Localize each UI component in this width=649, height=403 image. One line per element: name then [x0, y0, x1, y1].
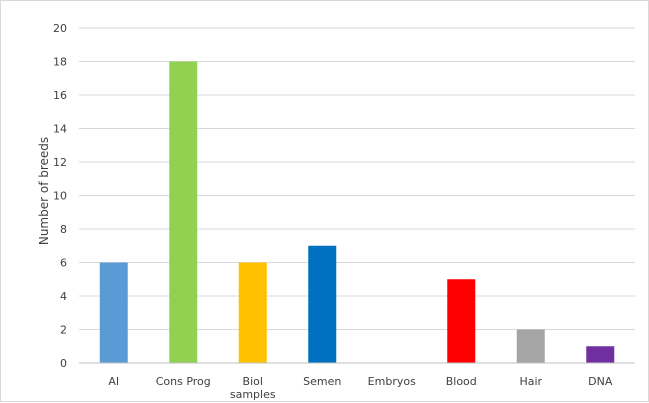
y-tick-label: 0: [60, 357, 67, 370]
x-tick-label: Hair: [519, 375, 542, 388]
y-tick-label: 10: [53, 190, 67, 203]
y-tick-label: 4: [60, 290, 67, 303]
y-tick-label: 12: [53, 156, 67, 169]
y-tick-label: 20: [53, 22, 67, 35]
y-tick-label: 2: [60, 324, 67, 337]
bar-biol-samples: [238, 262, 267, 363]
bar-dna: [586, 346, 615, 363]
bar-semen: [308, 245, 337, 363]
y-tick-label: 16: [53, 89, 67, 102]
y-tick-label: 14: [53, 123, 67, 136]
y-tick-label: 8: [60, 223, 67, 236]
x-tick-label: DNA: [588, 375, 613, 388]
y-axis-label: Number of breeds: [37, 137, 51, 245]
x-tick-label: Cons Prog: [156, 375, 211, 388]
x-tick-label: Embryos: [368, 375, 416, 388]
bar-cons-prog: [169, 61, 198, 363]
bar-hair: [516, 329, 545, 363]
x-tick-label: Biol samples: [230, 375, 276, 401]
bar-blood: [447, 279, 476, 363]
bar-ai: [99, 262, 128, 363]
x-tick-label: AI: [108, 375, 119, 388]
x-tick-label: Blood: [446, 375, 477, 388]
y-tick-label: 18: [53, 56, 67, 69]
y-tick-label: 6: [60, 257, 67, 270]
x-tick-label: Semen: [303, 375, 341, 388]
